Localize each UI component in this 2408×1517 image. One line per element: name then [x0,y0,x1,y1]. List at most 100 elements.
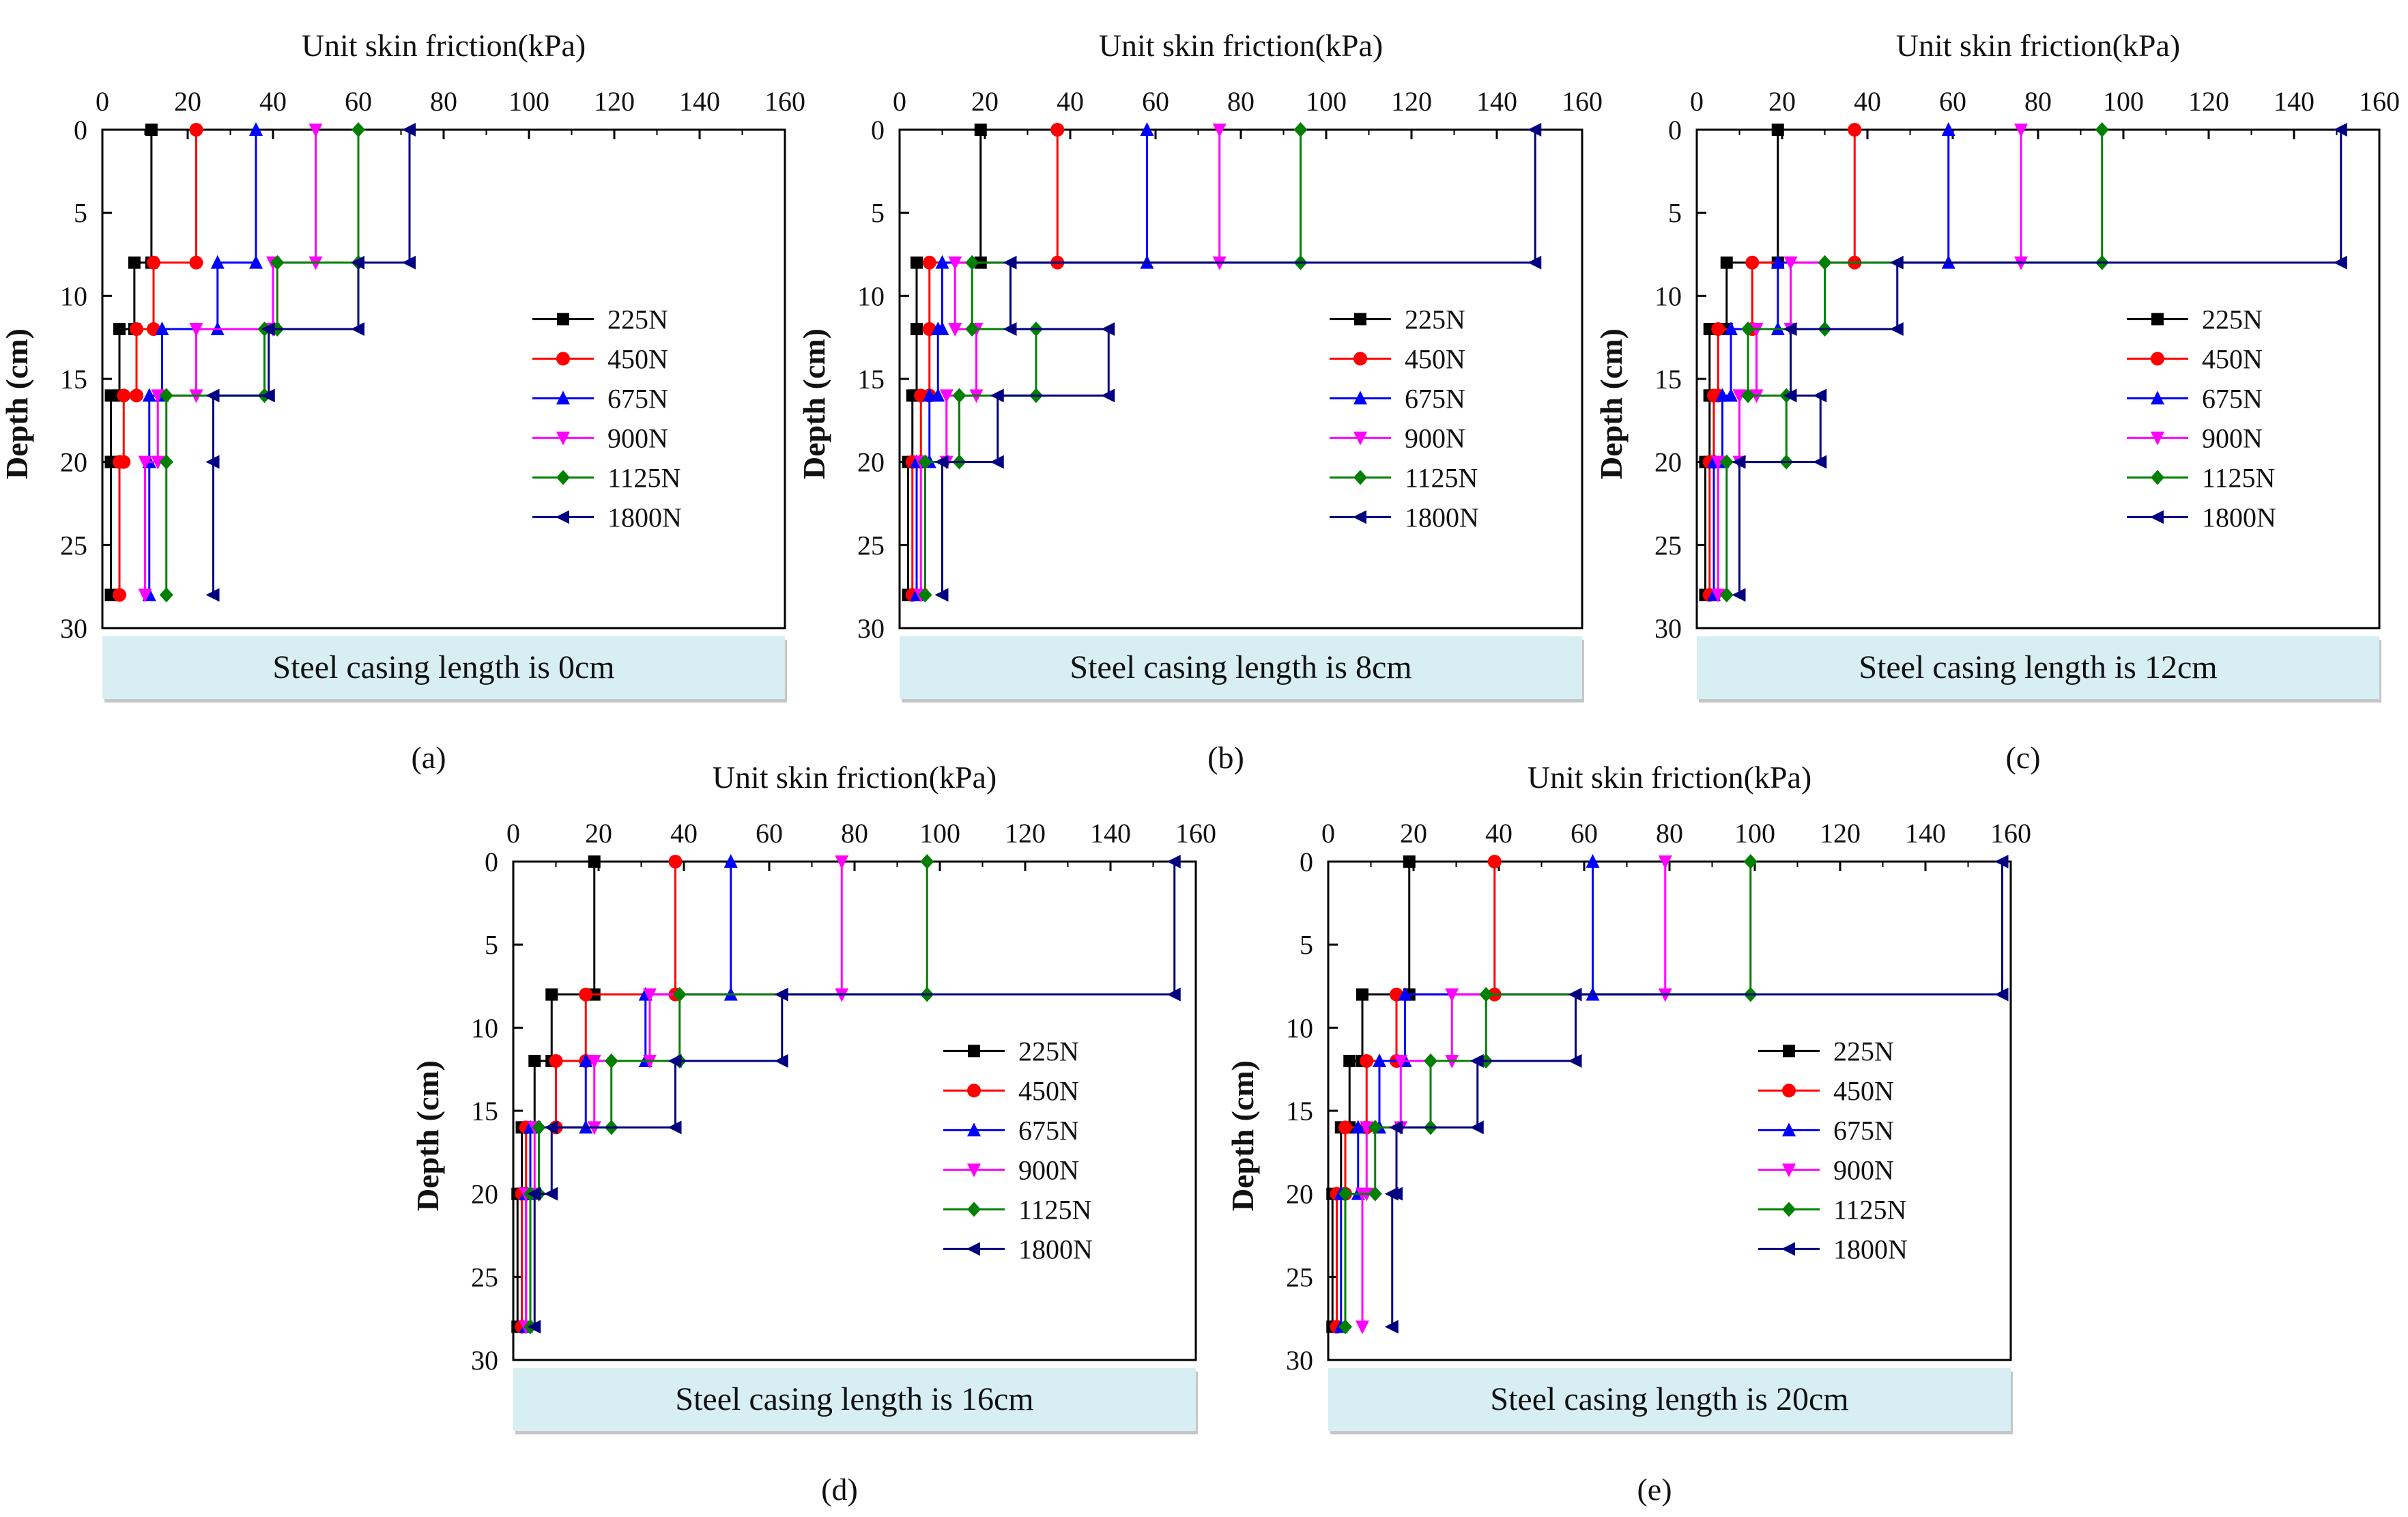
series-1800n [934,123,1542,602]
data-point [1384,1320,1399,1334]
chart-title: Steel casing length is 16cm [675,1381,1033,1417]
data-point [402,255,416,270]
panel-label: (a) [411,740,446,775]
data-point [1166,855,1181,868]
data-point [587,1055,601,1068]
x-tick-label: 140 [1090,818,1131,849]
y-tick-label: 5 [1300,930,1313,961]
data-point [1724,322,1738,335]
data-point [1338,1186,1352,1202]
legend-marker [967,1163,981,1178]
data-point [1813,455,1827,469]
data-point [128,256,141,269]
legend-label: 1125N [607,462,680,493]
series-line [1738,130,2342,595]
legend-label: 1125N [1833,1194,1906,1225]
y-tick-label: 5 [485,930,498,961]
data-point [1356,988,1368,1001]
legend-item-225n: 225N [532,304,668,335]
data-point [142,388,156,402]
data-point [1783,388,1797,403]
y-tick-label: 30 [471,1345,498,1376]
legend-marker [967,1202,981,1217]
legend-marker [1782,1122,1796,1137]
data-point [1711,589,1725,603]
data-point [113,455,126,469]
data-point [643,988,657,1002]
legend-label: 1800N [1833,1234,1908,1264]
data-point [2333,255,2347,270]
data-point [1360,1054,1374,1068]
data-point [130,322,143,336]
data-point [1941,122,1955,136]
caption-bar-background [900,636,1582,699]
panel-label: (b) [1207,740,1244,775]
data-point [113,588,126,602]
legend-label: 1800N [607,502,682,533]
data-point [309,124,323,137]
data-point [1658,855,1672,869]
data-point [1889,322,1904,336]
data-point [249,122,263,136]
data-point [934,588,949,602]
data-point [974,124,987,136]
data-point [159,388,173,403]
series-450n [905,123,1065,602]
data-point [1711,455,1725,470]
legend-marker [968,1045,980,1058]
x-tick-label: 140 [679,86,720,117]
data-point [1994,855,2009,868]
data-point [1568,987,1582,1002]
legend: 225N 450N 675N 900N 1125N 1800N [2127,304,2276,533]
legend-marker [2151,352,2164,366]
series-line [1340,862,1594,1327]
y-tick-label: 25 [1654,530,1682,561]
series-1800n [1732,123,2347,602]
x-tick-label: 80 [1227,86,1255,117]
legend-item-225n: 225N [2127,304,2263,335]
legend-label: 1125N [1018,1194,1091,1225]
series-line [165,130,360,595]
legend-marker [1353,352,1367,366]
data-point [544,1187,558,1201]
data-point [1568,1054,1582,1068]
data-point [1889,255,1904,270]
data-point [189,123,203,137]
legend-item-1125n: 1125N [532,462,680,493]
data-point [835,855,849,869]
data-point [1403,855,1416,868]
x-tick-label: 20 [174,86,201,117]
data-point [1360,1121,1374,1135]
series-line [1331,862,1411,1327]
x-tick-label: 40 [259,86,287,117]
x-tick-label: 40 [1854,86,1881,117]
y-axis-title: Depth (cm) [1594,328,1629,479]
y-axis-title: Depth (cm) [797,328,831,479]
series-line [1361,862,1667,1327]
data-point [990,455,1004,469]
data-point [2014,124,2028,137]
legend-marker [1782,1083,1796,1098]
data-point [935,255,949,269]
legend-marker [1781,1242,1795,1256]
legend-marker [556,391,570,405]
data-point [1140,122,1154,136]
x-tick-label: 0 [96,86,109,117]
data-point [1101,322,1115,336]
series-675n [1334,854,1600,1333]
legend-item-1125n: 1125N [2127,462,2275,493]
data-point [1719,454,1734,470]
x-tick-label: 80 [841,818,868,849]
legend-item-450n: 450N [943,1075,1079,1106]
y-tick-label: 30 [857,613,885,644]
data-point [147,255,160,270]
legend-marker [1353,431,1367,446]
legend-marker [1353,391,1367,405]
series-line [144,130,317,595]
series-450n [515,855,683,1334]
caption-bar: Steel casing length is 16cm [513,1368,1198,1434]
data-point [965,255,979,270]
data-point [1356,1320,1369,1335]
series-900n [1356,855,1672,1335]
data-point [1368,1120,1382,1135]
